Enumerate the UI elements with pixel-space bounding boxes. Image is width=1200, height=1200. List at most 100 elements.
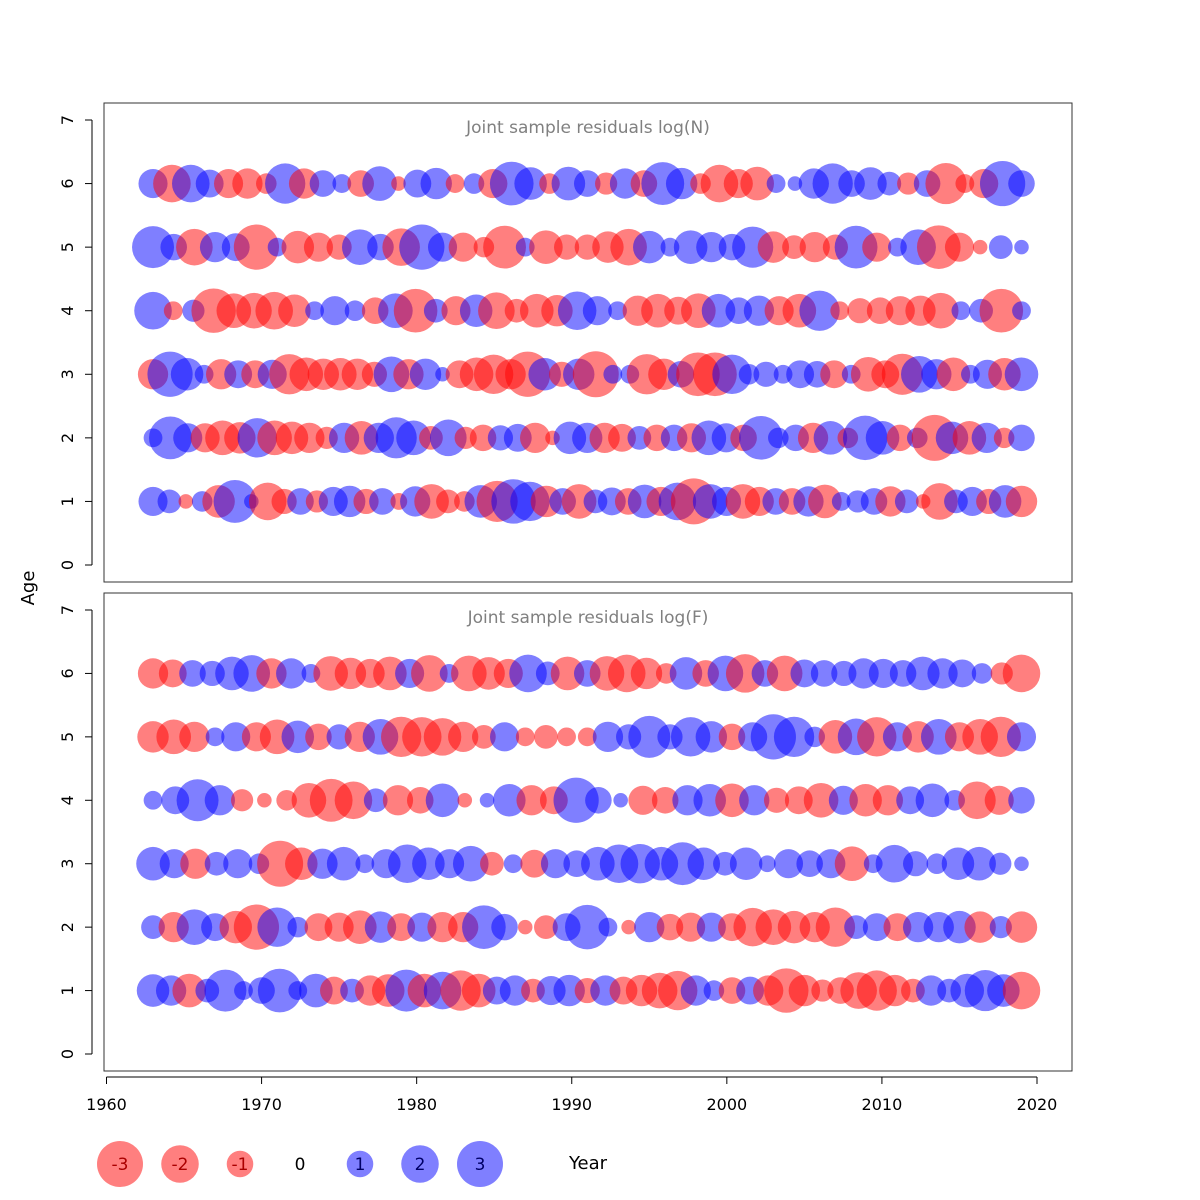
residual-bubble <box>701 293 736 328</box>
legend-label: 1 <box>355 1155 366 1175</box>
residual-bubble <box>572 351 619 398</box>
residual-bubble <box>984 785 1014 815</box>
legend-bubble <box>161 1145 199 1183</box>
residual-bubble <box>411 655 448 692</box>
residual-bubble <box>406 787 434 814</box>
residual-bubble <box>429 419 467 457</box>
residual-bubble <box>828 785 858 815</box>
y-tick-label: 2 <box>58 433 77 443</box>
legend-item: -1 <box>226 1150 254 1178</box>
residual-bubble <box>553 974 585 1007</box>
residual-bubble <box>423 298 448 323</box>
residual-bubble <box>509 654 547 693</box>
residual-bubble <box>221 722 251 752</box>
residual-bubble <box>257 968 302 1013</box>
residual-bubble <box>179 660 206 687</box>
residual-bubble <box>553 234 580 260</box>
residual-bubble <box>362 166 397 201</box>
residual-bubble <box>925 162 967 205</box>
residual-bubble <box>810 660 838 687</box>
residual-bubble <box>834 225 878 269</box>
residual-bubble <box>364 911 397 943</box>
residual-bubble <box>382 785 414 816</box>
residual-bubble <box>585 787 612 814</box>
residual-bubble <box>857 717 897 757</box>
residual-bubble <box>550 656 585 691</box>
x-tick-label: 2020 <box>1017 1095 1058 1114</box>
residual-bubble <box>369 488 396 515</box>
residual-bubble <box>287 916 309 938</box>
panel-title: Joint sample residuals log(N) <box>465 118 710 138</box>
residual-bubble <box>609 168 641 199</box>
residual-bubble <box>955 174 975 193</box>
residual-bubble <box>363 788 388 813</box>
residual-bubble <box>471 724 496 749</box>
panel-frame <box>103 102 1073 583</box>
residual-bubble <box>971 663 993 684</box>
residual-bubble <box>199 232 231 263</box>
residual-bubble <box>815 907 856 947</box>
residual-bubble <box>341 229 378 265</box>
residual-bubble <box>820 360 849 389</box>
residual-bubble <box>427 232 458 262</box>
residual-bubble <box>896 786 925 815</box>
x-axis-title: Year <box>568 1153 608 1174</box>
residual-bubble <box>989 916 1012 939</box>
residual-bubble <box>813 421 848 455</box>
panel-frame <box>103 592 1073 1072</box>
residual-bubble <box>320 296 350 326</box>
residual-bubble <box>962 846 996 881</box>
residual-bubble <box>281 720 315 754</box>
residual-bubble <box>491 913 518 941</box>
residual-bubble <box>948 659 977 688</box>
legend-label: 3 <box>475 1155 486 1175</box>
residual-bubble <box>915 975 947 1006</box>
legend-label: -2 <box>172 1155 189 1175</box>
residual-bubble <box>799 232 830 263</box>
residual-bubble <box>729 847 763 880</box>
residual-bubble <box>234 981 253 1000</box>
residual-bubble <box>883 913 912 942</box>
residual-bubble <box>387 913 416 942</box>
y-tick-label: 1 <box>58 496 77 506</box>
residual-bubble <box>979 288 1024 333</box>
residual-bubble <box>396 420 431 456</box>
residual-bubble <box>132 226 175 269</box>
residual-bubble <box>452 845 489 882</box>
residual-bubble <box>1008 424 1035 452</box>
legend-label: 0 <box>295 1155 306 1175</box>
residual-bubble <box>902 851 929 877</box>
residual-bubble <box>687 847 721 880</box>
residual-bubble <box>326 846 361 881</box>
residual-bubble <box>598 917 618 937</box>
residual-bubble <box>288 168 320 199</box>
residual-bubble <box>499 975 531 1006</box>
residual-bubble <box>294 422 325 453</box>
residual-bubble <box>897 172 920 195</box>
y-tick-label: 5 <box>58 242 77 252</box>
residual-bubble <box>844 915 868 940</box>
residual-bubble <box>267 237 287 257</box>
residual-bubble <box>520 849 549 878</box>
residual-bubble <box>514 167 547 200</box>
residual-bubble <box>278 294 311 327</box>
residual-bubble <box>159 849 189 879</box>
residual-bubble <box>831 492 851 511</box>
residual-bubble <box>305 723 332 751</box>
residual-bubble <box>847 298 873 324</box>
x-tick-label: 1960 <box>86 1095 127 1114</box>
residual-bubble <box>420 167 452 200</box>
legend-label: 2 <box>415 1155 426 1175</box>
residual-bubble <box>926 853 948 875</box>
x-tick-label: 1970 <box>241 1095 282 1114</box>
residual-bubble <box>479 793 495 808</box>
residual-bubble <box>927 658 958 689</box>
residual-bubble <box>758 855 776 873</box>
residual-bubble <box>608 423 636 452</box>
residual-bubble <box>445 174 465 193</box>
residual-bubble <box>582 296 612 326</box>
residual-bubble <box>399 224 445 270</box>
residual-bubble <box>630 657 663 690</box>
residual-bubble <box>463 173 485 194</box>
